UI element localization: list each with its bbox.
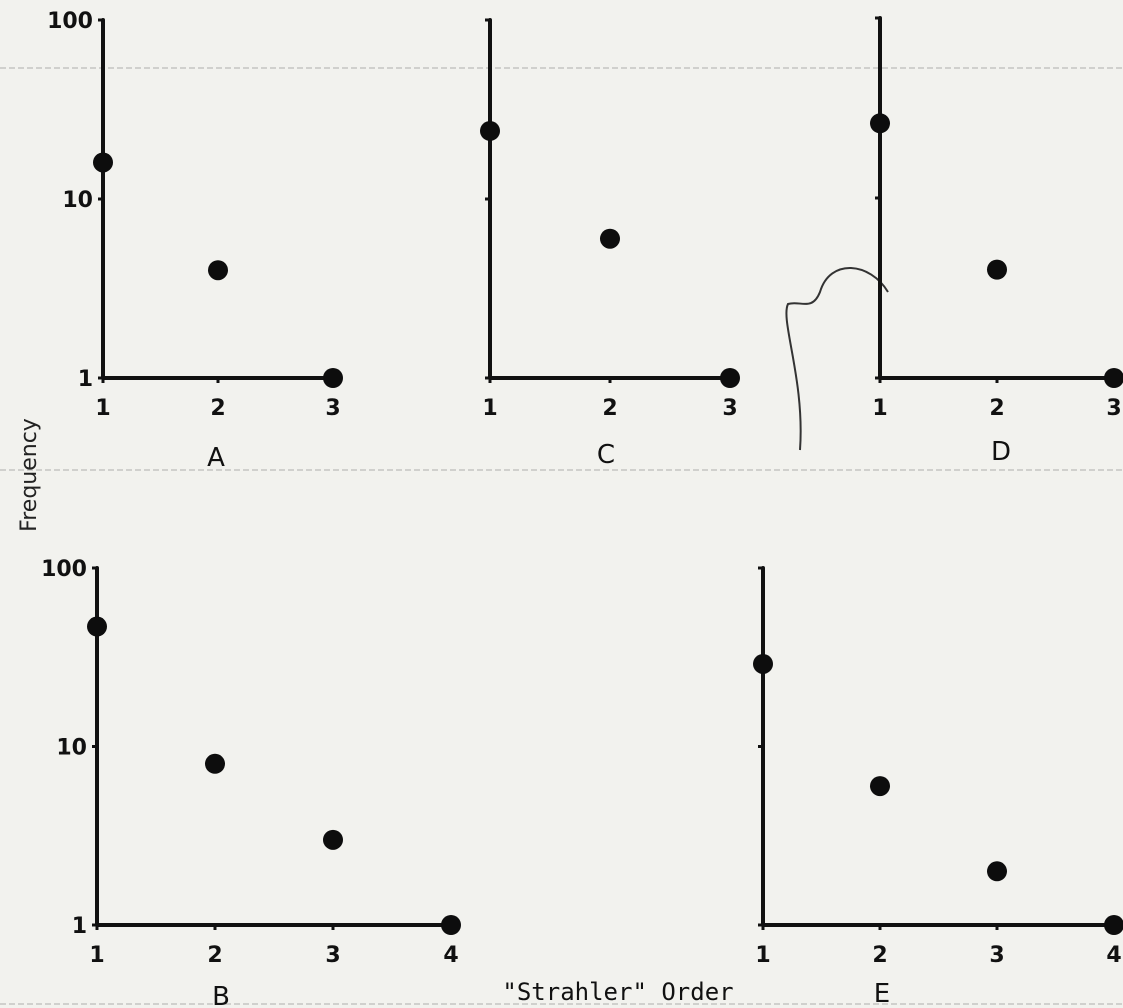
x-tick-label: 1 [482,396,497,421]
x-tick-label: 3 [989,943,1004,968]
x-tick-label: 3 [722,396,737,421]
stray-ink-mark [785,267,889,451]
data-point [870,113,890,134]
panel-c: 1 2 3 C [480,18,740,470]
panel-label: A [207,443,225,473]
data-point [987,259,1007,280]
x-tick-label: 2 [602,396,617,421]
data-point [323,829,343,850]
data-point [870,776,890,797]
x-tick-label: 2 [207,943,222,968]
panel-label: D [991,437,1011,467]
x-tick-label: 1 [89,943,104,968]
data-point [1104,915,1123,935]
data-point [87,616,107,637]
data-point [93,152,113,173]
x-tick-label: 2 [989,396,1004,421]
data-point [600,228,620,249]
panel-a: 100 10 11 2 3 A [47,9,343,473]
x-tick-label: 3 [1106,396,1121,421]
data-point [441,915,461,935]
data-point [480,120,500,141]
x-tick-label: 1 [95,396,110,421]
x-tick-label: 2 [210,396,225,421]
data-point [205,753,225,774]
x-tick-label: 2 [872,943,887,968]
data-point [1104,368,1123,388]
x-tick-label: 4 [443,943,458,968]
data-point [753,653,773,674]
y-tick-label: 1 [78,367,93,392]
panel-e: 1 2 3 4 E [753,566,1123,1008]
panel-label: C [597,440,615,470]
y-tick-label: 1 [72,914,87,939]
y-tick-label: 100 [41,557,87,582]
panel-d: 1 2 3 D [870,16,1123,467]
x-tick-label: 1 [872,396,887,421]
panel-b: 100 10 11 2 3 4 B [41,557,461,1008]
data-point [987,861,1007,882]
x-tick-label: 3 [325,943,340,968]
x-axis-label: "Strahler" Order [502,978,733,1006]
y-tick-label: 100 [47,9,93,34]
panel-label: B [212,982,230,1008]
y-tick-label: 10 [62,188,93,213]
panel-label: E [874,979,890,1008]
x-tick-label: 4 [1106,943,1121,968]
x-tick-label: 3 [325,396,340,421]
y-axis-label: Frequency [17,418,42,532]
data-point [208,260,228,281]
y-tick-label: 10 [56,736,87,761]
data-point [323,368,343,388]
data-point [720,368,740,388]
x-tick-label: 1 [755,943,770,968]
